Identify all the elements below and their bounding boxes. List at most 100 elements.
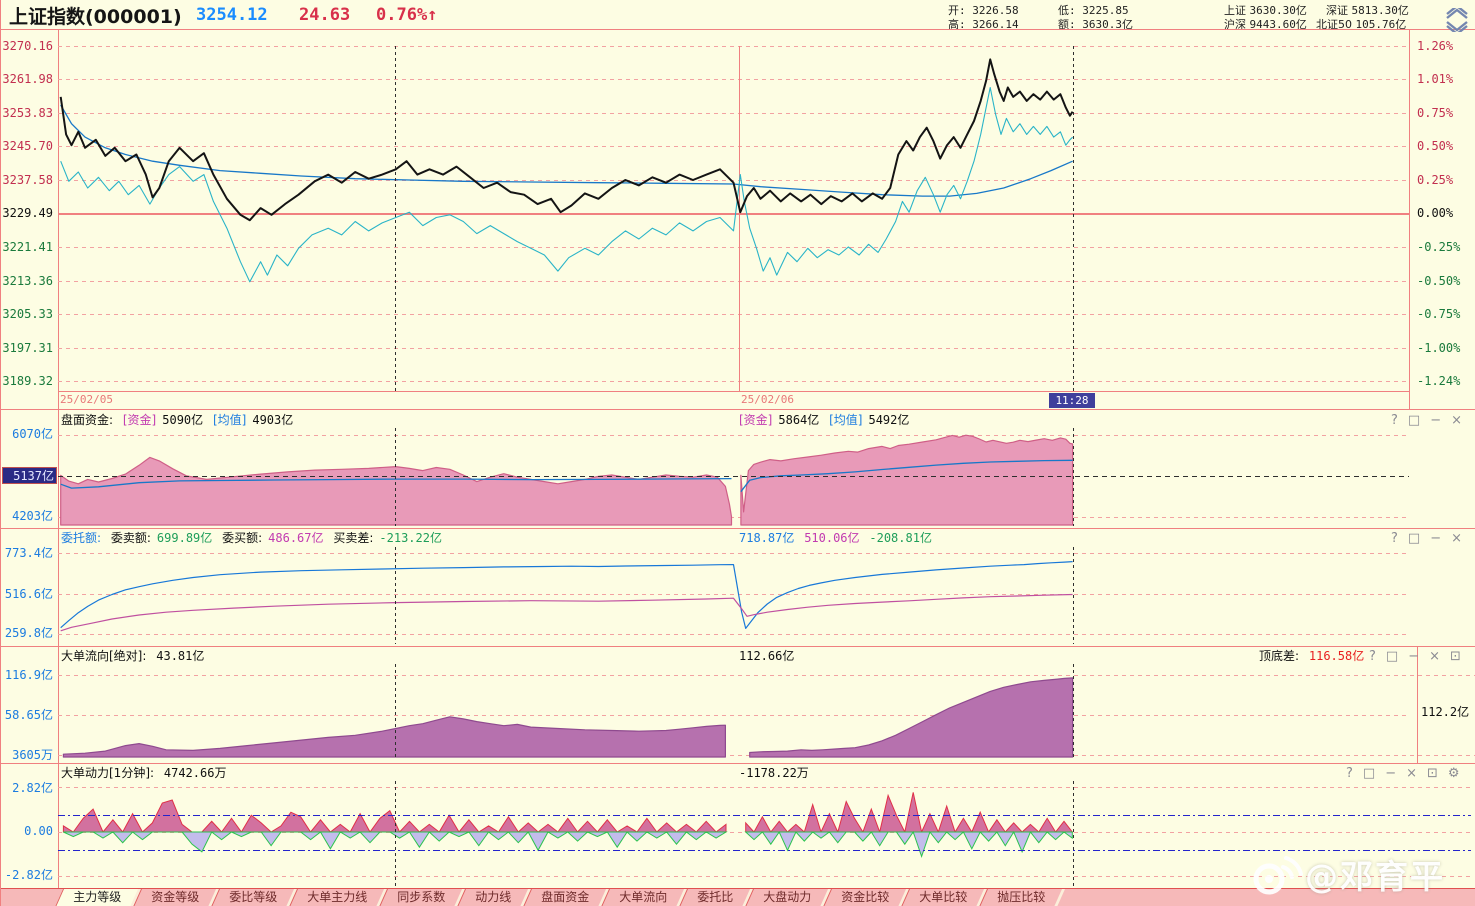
flow-window-controls: ? □ − × ⊡	[1369, 650, 1461, 664]
prev-session-time-marker	[395, 46, 396, 391]
minimize-icon[interactable]: −	[1430, 413, 1442, 428]
buy-orders-line	[60, 593, 1073, 632]
average-price-line	[60, 104, 1073, 197]
tab-commission-grade[interactable]: 委比等级	[211, 889, 298, 906]
flow-side-divider	[1417, 647, 1418, 763]
open-stat: 开: 3226.58	[948, 4, 1019, 17]
flow-axis-label: 58.65亿	[4, 708, 53, 722]
price-axis-label: 3221.41	[2, 240, 53, 254]
price-axis-label: 3261.98	[2, 72, 53, 86]
watermark-text: @邓育平	[1305, 857, 1445, 896]
leading-indicator-line	[60, 86, 1073, 283]
close-icon[interactable]: ×	[1451, 413, 1463, 428]
minimize-icon[interactable]: −	[1385, 766, 1397, 781]
sell-orders-line	[60, 561, 1073, 629]
orders-panel-header: 委托额: 委卖额: 699.89亿 委买额: 486.67亿 买卖差: -213.22…	[61, 531, 442, 545]
tab-big-order-mainline[interactable]: 大单主力线	[289, 889, 388, 906]
restore-icon[interactable]: ⊡	[1450, 649, 1461, 664]
index-title: 上证指数(000001)	[9, 6, 182, 28]
tab-funds-compare[interactable]: 资金比较	[823, 889, 910, 906]
orders-window-controls: ? □ − ×	[1391, 532, 1462, 546]
zero-percent-line	[58, 213, 1409, 215]
orders-panel-header-day2: 718.87亿 510.06亿 -208.81亿	[739, 531, 932, 545]
tab-commission-ratio[interactable]: 委托比	[679, 889, 754, 906]
price-axis-label: 3245.70	[2, 139, 53, 153]
tab-sync-coefficient[interactable]: 同步系数	[379, 889, 466, 906]
percent-axis-label: 0.25%	[1417, 173, 1454, 187]
help-icon[interactable]: ?	[1346, 766, 1353, 781]
help-icon[interactable]: ?	[1369, 649, 1376, 664]
funds-axis-label: 6070亿	[12, 427, 53, 441]
momentum-panel-header: 大单动力[1分钟]: 4742.66万	[61, 766, 227, 780]
index-change: 24.63	[299, 5, 351, 25]
index-change-percent: 0.76%↑	[376, 5, 438, 25]
flow-panel-header: 大单流向[绝对]: 43.81亿	[61, 649, 205, 663]
help-icon[interactable]: ?	[1391, 413, 1398, 428]
restore-icon[interactable]: ⊡	[1427, 766, 1438, 781]
close-icon[interactable]: ×	[1451, 531, 1463, 546]
maximize-icon[interactable]: □	[1385, 649, 1399, 664]
market-stat-sz: 深证 5813.30亿	[1326, 4, 1409, 17]
momentum-axis-label: 0.00	[24, 824, 53, 838]
price-axis-label: 3213.36	[2, 274, 53, 288]
maximize-icon[interactable]: □	[1407, 413, 1421, 428]
tab-market-funds[interactable]: 盘面资金	[523, 889, 610, 906]
tab-market-momentum[interactable]: 大盘动力	[745, 889, 832, 906]
day-separator-line	[739, 46, 740, 391]
percent-axis-label: -0.25%	[1417, 240, 1461, 254]
percent-axis-label: -1.24%	[1417, 374, 1461, 388]
funds-area-day1	[60, 456, 733, 526]
amount-stat: 额: 3630.3亿	[1058, 18, 1133, 31]
percent-axis-label: -0.50%	[1417, 274, 1461, 288]
funds-panel-header: 盘面资金: [资金] 5090亿 [均值] 4903亿	[61, 413, 294, 427]
price-axis-label-close: 3229.49	[2, 206, 53, 220]
market-stat-bz: 北证50 105.76亿	[1316, 18, 1407, 31]
chevron-up-icon[interactable]	[1445, 4, 1469, 23]
low-stat: 低: 3225.85	[1058, 4, 1129, 17]
maximize-icon[interactable]: □	[1362, 766, 1376, 781]
price-axis-label: 3253.83	[2, 106, 53, 120]
main-chart-right-border	[1409, 30, 1410, 409]
funds-axis-label: 4203亿	[12, 509, 53, 523]
percent-axis-label: 1.26%	[1417, 39, 1454, 53]
high-stat: 高: 3266.14	[948, 18, 1019, 31]
price-axis-label: 3205.33	[2, 307, 53, 321]
funds-area-day2	[740, 434, 1074, 526]
header-divider	[1, 29, 1475, 30]
tab-funds-grade[interactable]: 资金等级	[133, 889, 220, 906]
flow-axis-label: 116.9亿	[4, 668, 53, 682]
session-date-1: 25/02/05	[60, 393, 113, 406]
percent-axis-label: -0.75%	[1417, 307, 1461, 321]
momentum-axis-label: 2.82亿	[12, 781, 53, 795]
close-icon[interactable]: ×	[1429, 649, 1441, 664]
minimize-icon[interactable]: −	[1408, 649, 1420, 664]
tab-big-order-flow[interactable]: 大单流向	[601, 889, 688, 906]
orders-axis-label: 516.6亿	[4, 587, 53, 601]
settings-icon[interactable]: ⚙	[1447, 766, 1460, 781]
help-icon[interactable]: ?	[1391, 531, 1398, 546]
percent-axis-label: 1.01%	[1417, 72, 1454, 86]
price-axis-label: 3270.16	[2, 39, 53, 53]
momentum-panel-header-day2: -1178.22万	[739, 766, 809, 780]
time-cursor-badge: 11:28	[1049, 393, 1095, 408]
momentum-window-controls: ? □ − × ⊡ ⚙	[1346, 767, 1460, 781]
price-axis-label: 3237.58	[2, 173, 53, 187]
tab-selling-pressure-compare[interactable]: 抛压比较	[979, 889, 1066, 906]
maximize-icon[interactable]: □	[1407, 531, 1421, 546]
funds-axis-mid-badge: 5137亿	[2, 467, 57, 484]
chevron-down-icon[interactable]	[1445, 17, 1469, 36]
tab-momentum-line[interactable]: 动力线	[457, 889, 532, 906]
percent-axis-label: -1.00%	[1417, 341, 1461, 355]
indicator-tab-bar: 主力等级 资金等级 委比等级 大单主力线 同步系数 动力线 盘面资金 大单流向 …	[1, 888, 1475, 906]
minimize-icon[interactable]: −	[1430, 531, 1442, 546]
tab-main-force-grade[interactable]: 主力等级	[54, 889, 142, 906]
price-axis-label: 3197.31	[2, 341, 53, 355]
close-icon[interactable]: ×	[1406, 766, 1418, 781]
momentum-axis-label: -2.82亿	[4, 868, 53, 882]
percent-axis-label: 0.75%	[1417, 106, 1454, 120]
flow-axis-label: 3605万	[12, 748, 53, 762]
market-stat-sh: 上证 3630.30亿	[1224, 4, 1307, 17]
tab-big-order-compare[interactable]: 大单比较	[901, 889, 988, 906]
momentum-upper-threshold	[58, 815, 1471, 816]
